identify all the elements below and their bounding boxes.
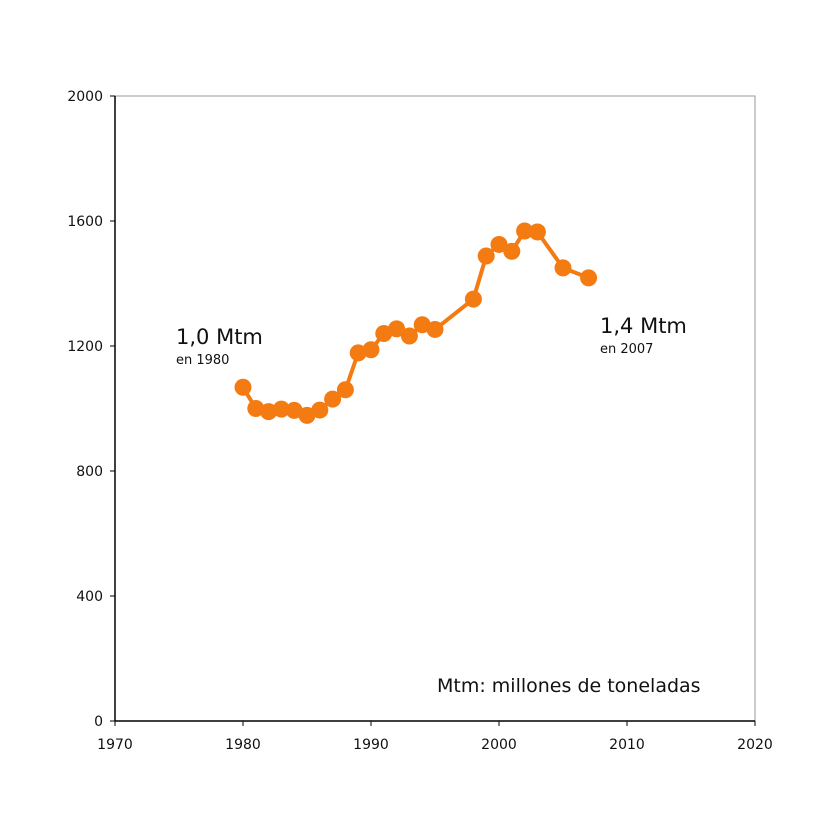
data-point	[324, 390, 342, 408]
y-axis-ticks: 0 400 800 1200 1600 2000	[67, 89, 115, 730]
data-point	[311, 401, 329, 419]
data-point	[426, 320, 444, 338]
data-point	[580, 269, 598, 287]
data-point	[362, 341, 380, 359]
data-point	[336, 381, 354, 399]
series-layer	[234, 222, 598, 424]
end-annotation-value: 1,4 Mtm	[600, 314, 687, 338]
x-axis-ticks: 1970 1980 1990 2000 2010 2020	[97, 721, 773, 753]
unit-note: Mtm: millones de toneladas	[437, 675, 701, 697]
x-tick-label: 2000	[481, 737, 517, 753]
data-point	[285, 401, 303, 419]
y-tick-label: 0	[94, 714, 103, 730]
x-tick-label: 1990	[353, 737, 389, 753]
start-annotation-value: 1,0 Mtm	[176, 325, 263, 349]
y-tick-label: 1600	[67, 214, 103, 230]
data-point	[298, 406, 316, 424]
data-point	[272, 400, 290, 418]
data-point	[554, 259, 572, 277]
data-point	[477, 247, 495, 265]
start-annotation-year: en 1980	[176, 353, 229, 368]
data-point	[528, 223, 546, 241]
y-tick-label: 2000	[67, 89, 103, 105]
data-point	[464, 290, 482, 308]
data-point	[247, 400, 265, 417]
x-tick-label: 1980	[225, 737, 261, 753]
x-tick-label: 2010	[609, 737, 645, 753]
y-tick-label: 800	[76, 464, 103, 480]
data-point	[375, 325, 393, 342]
data-point	[349, 344, 367, 362]
x-tick-label: 2020	[737, 737, 773, 753]
unit-note-text: : millones de toneladas	[479, 675, 700, 697]
plot-frame	[114, 95, 756, 722]
data-point	[234, 378, 252, 396]
data-point	[388, 320, 406, 338]
y-tick-label: 1200	[67, 339, 103, 355]
data-point	[490, 235, 508, 253]
unit-note-abbrev: Mtm	[437, 675, 479, 697]
chart-axes	[114, 95, 756, 722]
data-point	[516, 222, 534, 240]
y-tick-label: 400	[76, 589, 103, 605]
x-tick-label: 1970	[97, 737, 133, 753]
data-point	[260, 403, 278, 421]
data-point	[503, 242, 521, 260]
data-point	[400, 327, 418, 345]
data-point	[413, 316, 431, 334]
end-annotation-year: en 2007	[600, 342, 653, 357]
